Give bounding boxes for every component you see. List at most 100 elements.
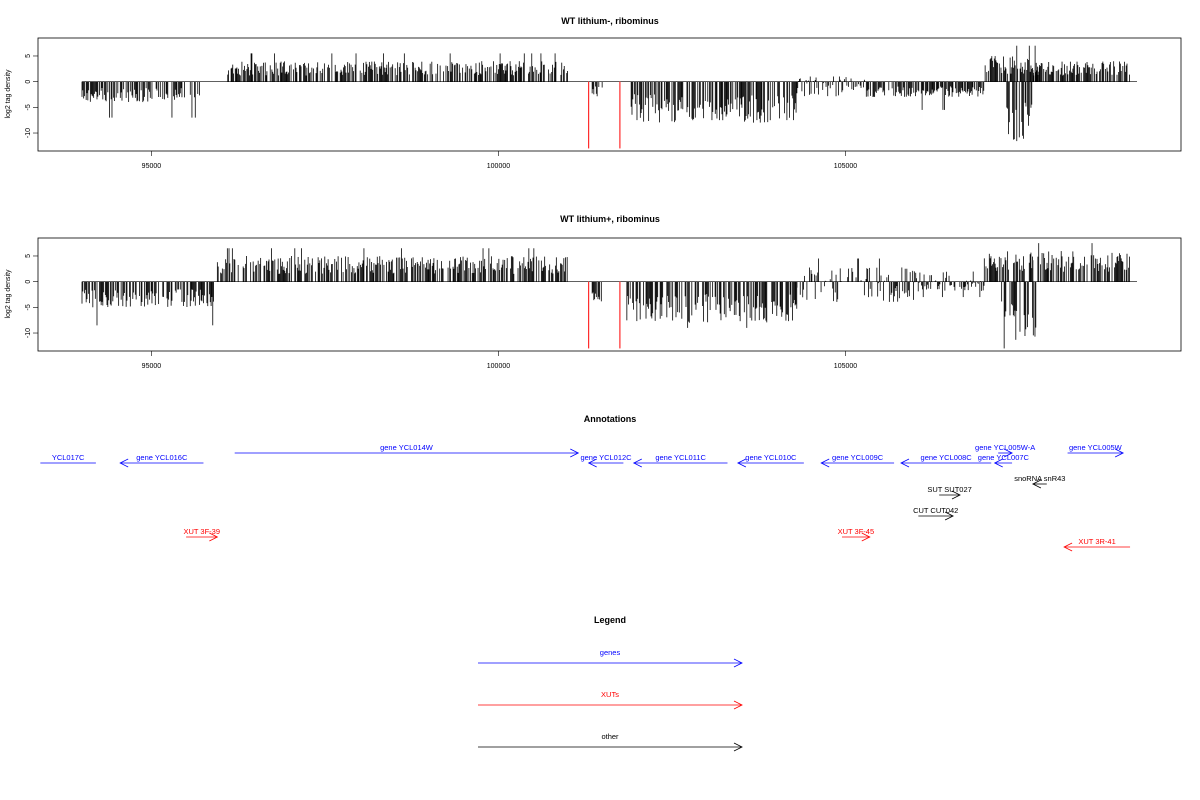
segment-4 — [796, 258, 915, 302]
legend-item-genes: genes — [478, 648, 743, 668]
arrowhead — [209, 532, 219, 542]
annotation-items: YCL017C gene YCL016C gene YCL014W gene YCL0… — [40, 443, 1131, 552]
annotation-label: gene YCL009C — [832, 453, 884, 462]
segment-3 — [626, 281, 798, 328]
arrowhead — [587, 458, 597, 468]
panel-2-axes: 95000 100000 105000 5 0 -5 -10 — [25, 254, 857, 370]
arrowhead — [1031, 479, 1042, 489]
y-tick-label: 0 — [25, 80, 32, 84]
annotation-xut-3f-45: XUT 3F-45 — [838, 527, 875, 542]
y-tick-label: 5 — [25, 54, 32, 58]
annotations-panel: Annotations YCL017C gene YCL016C gene YCL0… — [40, 414, 1131, 552]
annotation-gene-ycl008c: gene YCL008C — [900, 453, 992, 468]
annotation-snorna-snr43: snoRNA snR43 — [1014, 474, 1065, 489]
arrowhead — [737, 458, 747, 468]
annotation-gene-ycl016c: gene YCL016C — [119, 453, 204, 468]
legend-arrowhead — [733, 700, 743, 710]
annotation-gene-ycl014w: gene YCL014W — [234, 443, 580, 458]
legend-items: genes XUTs other — [478, 648, 743, 752]
arrowhead — [570, 448, 580, 458]
legend-label: XUTs — [601, 690, 619, 699]
legend-arrowhead — [733, 742, 743, 752]
segment-1 — [216, 248, 568, 282]
annotation-label: XUT 3F-45 — [838, 527, 875, 536]
annotation-ycl017c: YCL017C — [40, 453, 96, 464]
segment-5 — [914, 271, 985, 298]
annotation-gene-ycl011c: gene YCL011C — [632, 453, 728, 468]
annotation-cut-cut042: CUT CUT042 — [913, 506, 958, 521]
segment-8 — [1032, 61, 1130, 82]
legend-label: other — [601, 732, 619, 741]
panel-2: WT lithium+, ribominus 95000 100000 105000… — [5, 214, 1182, 370]
panel-1-title: WT lithium-, ribominus — [561, 16, 659, 26]
x-tick-label: 100000 — [487, 163, 510, 170]
arrowhead — [993, 458, 1003, 468]
arrowhead — [820, 458, 830, 468]
annotation-label: gene YCL007C — [978, 453, 1030, 462]
segment-0 — [81, 281, 214, 326]
annotation-sut-sut027: SUT SUT027 — [927, 485, 972, 500]
annotation-label: snoRNA snR43 — [1014, 474, 1065, 483]
segment-6 — [983, 251, 1034, 282]
segment-7 — [1006, 81, 1033, 142]
annotation-gene-ycl009c: gene YCL009C — [820, 453, 895, 468]
legend-arrowhead — [733, 658, 743, 668]
annotation-label: SUT SUT027 — [927, 485, 971, 494]
x-tick-label: 95000 — [142, 363, 162, 370]
panel-1-bars — [81, 45, 1137, 149]
annotation-label: gene YCL012C — [580, 453, 632, 462]
arrowhead — [1003, 448, 1013, 458]
annotation-label: gene YCL005W — [1069, 443, 1123, 452]
legend-item-xuts: XUTs — [478, 690, 743, 710]
x-tick-label: 105000 — [834, 163, 857, 170]
panel-1: WT lithium-, ribominus 95000 100000 105000… — [5, 16, 1182, 170]
annotation-label: XUT 3R-41 — [1078, 537, 1115, 546]
annotation-gene-ycl005w: gene YCL005W — [1067, 443, 1125, 458]
y-tick-label: -5 — [25, 104, 32, 110]
annotation-label: YCL017C — [52, 453, 85, 462]
segment-5 — [865, 81, 985, 110]
arrowhead — [944, 511, 954, 521]
arrowhead — [861, 532, 871, 542]
arrowhead — [951, 490, 961, 500]
y-tick-label: 5 — [25, 254, 32, 258]
segment-7 — [1001, 281, 1037, 349]
annotation-xut-3r-41: XUT 3R-41 — [1063, 537, 1131, 552]
annotation-label: gene YCL005W-A — [975, 443, 1035, 452]
annotation-label: gene YCL010C — [745, 453, 797, 462]
arrowhead — [1063, 542, 1073, 552]
segment-2 — [591, 81, 603, 97]
annotation-xut-3f-39: XUT 3F-39 — [183, 527, 220, 542]
annotation-label: gene YCL008C — [921, 453, 973, 462]
legend-panel: Legend genes XUTs other — [478, 615, 743, 752]
panel-1-ylabel: log2 tag density — [5, 69, 12, 119]
panel-2-ylabel: log2 tag density — [5, 269, 12, 319]
segment-4 — [796, 76, 865, 97]
annotation-label: gene YCL011C — [655, 453, 706, 462]
segment-8 — [1032, 243, 1130, 282]
segment-0 — [81, 81, 200, 118]
annotation-label: gene YCL016C — [136, 453, 188, 462]
annotations-title: Annotations — [584, 414, 637, 424]
x-tick-label: 105000 — [834, 363, 857, 370]
x-tick-label: 95000 — [142, 163, 162, 170]
annotation-label: CUT CUT042 — [913, 506, 958, 515]
panel-1-frame — [37, 37, 1182, 152]
arrowhead — [119, 458, 129, 468]
annotation-gene-ycl007c: gene YCL007C — [978, 453, 1030, 468]
annotation-gene-ycl005w-a: gene YCL005W-A — [975, 443, 1035, 458]
annotation-gene-ycl012c: gene YCL012C — [580, 453, 632, 468]
segment-3 — [630, 81, 797, 123]
panel-2-frame — [37, 237, 1182, 352]
annotation-label: XUT 3F-39 — [183, 527, 220, 536]
legend-label: genes — [600, 648, 621, 657]
arrowhead — [1114, 448, 1125, 458]
x-tick-label: 100000 — [487, 363, 510, 370]
arrowhead — [632, 458, 642, 468]
legend-item-other: other — [478, 732, 743, 752]
segment-2 — [591, 281, 602, 302]
y-tick-label: -10 — [25, 328, 32, 338]
panel-2-bars — [81, 243, 1137, 349]
annotation-gene-ycl010c: gene YCL010C — [737, 453, 804, 468]
